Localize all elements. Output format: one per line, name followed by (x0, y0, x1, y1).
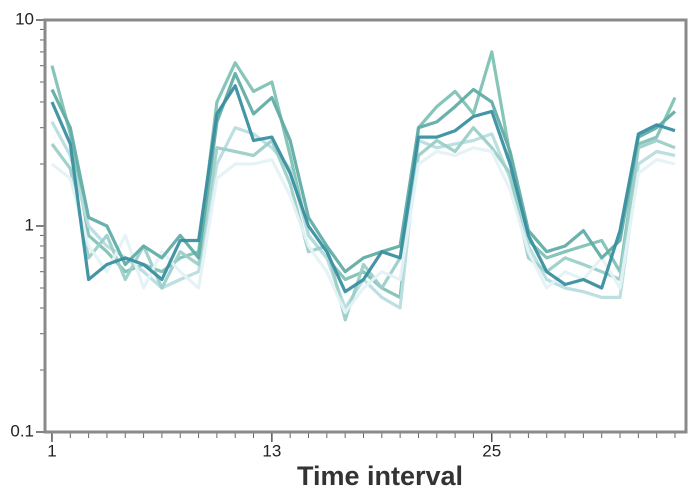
series-line (50, 71, 677, 274)
y-tick-label: 1 (25, 215, 34, 234)
y-tick-label: 0.1 (10, 421, 34, 440)
series-line (50, 50, 677, 299)
x-tick-label: 1 (47, 441, 56, 460)
plot-frame (43, 18, 688, 434)
series-line (51, 146, 676, 315)
x-axis-title: Time interval (297, 461, 463, 491)
y-tick-label: 10 (15, 9, 34, 28)
series-line (50, 84, 676, 294)
x-tick-label: 25 (482, 441, 501, 460)
x-tick-label: 13 (262, 441, 281, 460)
